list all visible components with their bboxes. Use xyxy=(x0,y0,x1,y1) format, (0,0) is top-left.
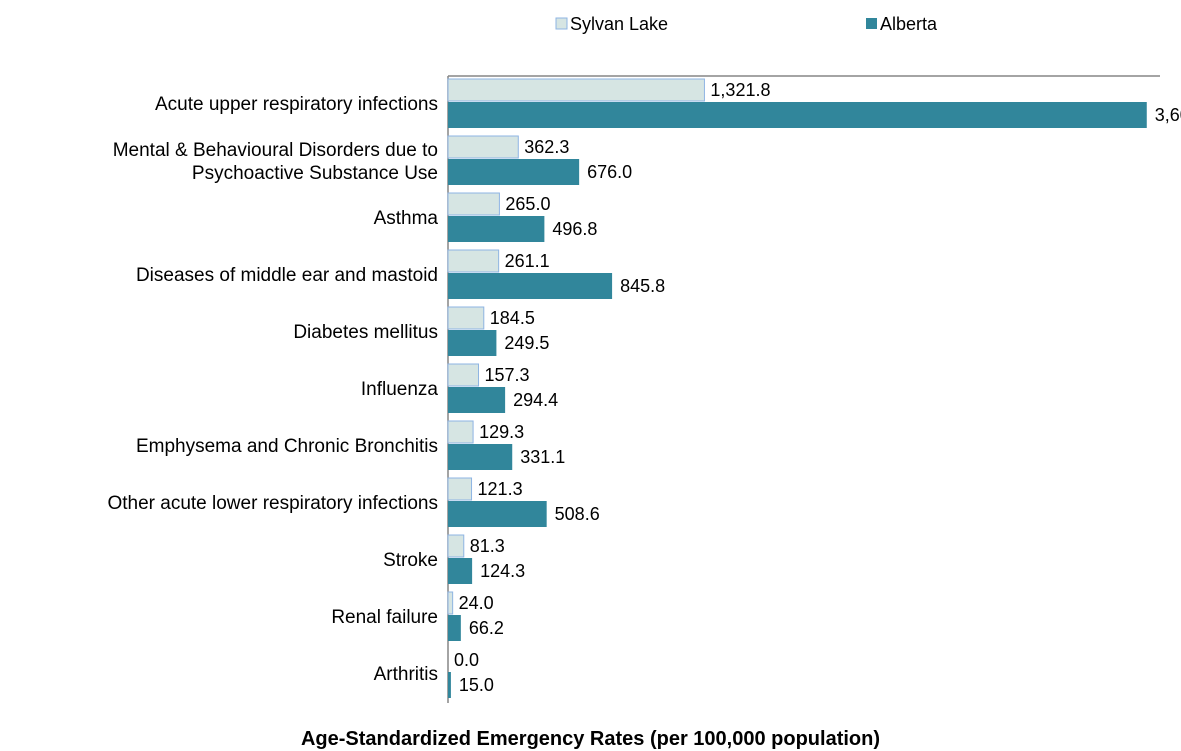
value-label: 66.2 xyxy=(469,618,504,638)
value-label: 3,601.8 xyxy=(1155,105,1181,125)
bar xyxy=(447,78,705,102)
category-label: Other acute lower respiratory infections xyxy=(107,493,438,514)
value-label: 265.0 xyxy=(505,194,550,214)
value-label: 24.0 xyxy=(459,593,494,613)
bar xyxy=(447,477,473,501)
bar xyxy=(448,330,497,356)
bar xyxy=(448,501,547,527)
bar xyxy=(447,420,474,444)
bar xyxy=(448,558,473,584)
value-label: 129.3 xyxy=(479,422,524,442)
value-label: 121.3 xyxy=(478,479,523,499)
category-label: Diseases of middle ear and mastoid xyxy=(135,265,438,286)
category-label: Renal failure xyxy=(331,607,438,628)
bar xyxy=(448,159,580,185)
bar xyxy=(448,102,1147,128)
bar xyxy=(447,249,500,273)
bar xyxy=(447,306,485,330)
legend-swatch xyxy=(866,18,877,29)
category-label: Acute upper respiratory infections xyxy=(154,94,438,115)
bar xyxy=(448,387,506,413)
value-label: 184.5 xyxy=(490,308,535,328)
value-label: 249.5 xyxy=(504,333,549,353)
value-label: 1,321.8 xyxy=(710,80,770,100)
value-label: 362.3 xyxy=(524,137,569,157)
category-label: Stroke xyxy=(383,550,438,571)
value-label: 294.4 xyxy=(513,390,558,410)
value-label: 676.0 xyxy=(587,162,632,182)
value-label: 331.1 xyxy=(520,447,565,467)
bar xyxy=(448,273,613,299)
chart-title: Age-Standardized Emergency Rates (per 10… xyxy=(300,728,881,750)
category-label: Asthma xyxy=(373,208,438,229)
value-label: 157.3 xyxy=(485,365,530,385)
category-label: Arthritis xyxy=(373,664,438,685)
value-label: 81.3 xyxy=(470,536,505,556)
bar xyxy=(447,534,465,558)
bar xyxy=(448,615,461,641)
value-label: 261.1 xyxy=(505,251,550,271)
bar xyxy=(447,363,480,387)
category-label: Diabetes mellitus xyxy=(293,322,438,343)
legend-swatch xyxy=(555,17,568,30)
bar xyxy=(447,135,519,159)
category-label: Mental & Behavioural Disorders due to Ps… xyxy=(112,139,438,184)
value-label: 845.8 xyxy=(620,276,665,296)
legend-label: Sylvan Lake xyxy=(570,14,668,34)
value-label: 0.0 xyxy=(454,650,479,670)
value-label: 124.3 xyxy=(480,561,525,581)
bar xyxy=(447,192,500,216)
value-label: 496.8 xyxy=(552,219,597,239)
bar xyxy=(448,216,545,242)
category-label: Emphysema and Chronic Bronchitis xyxy=(135,436,438,457)
value-label: 15.0 xyxy=(459,675,494,695)
value-label: 508.6 xyxy=(555,504,600,524)
category-label: Influenza xyxy=(360,379,438,400)
bar xyxy=(447,591,454,615)
legend-label: Alberta xyxy=(880,14,938,34)
bar xyxy=(448,444,513,470)
bar xyxy=(448,672,451,698)
